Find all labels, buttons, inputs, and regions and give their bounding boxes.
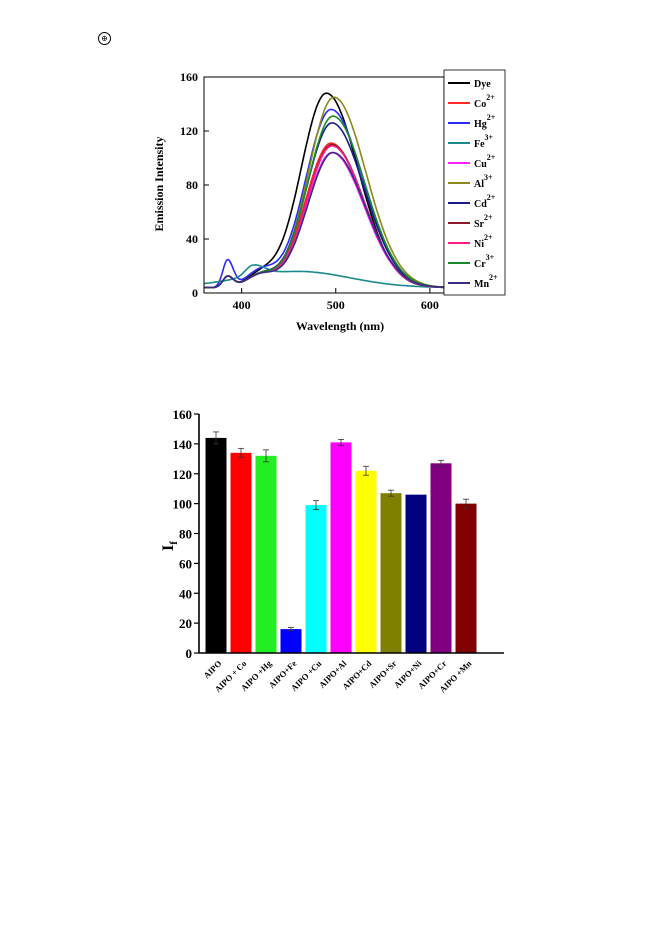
series-line-hg <box>204 108 444 289</box>
series-line-cr <box>204 115 444 289</box>
x-tick-label: 600 <box>421 298 439 312</box>
y-tick-label: 160 <box>180 70 198 84</box>
legend-label-dye: Dye <box>474 79 491 90</box>
series-line-ni <box>204 145 444 289</box>
bar <box>430 463 452 653</box>
bar <box>305 505 327 653</box>
y-tick-label: 160 <box>173 407 193 422</box>
plot-area <box>204 92 444 289</box>
y-axis-title: Emission Intensity <box>152 136 166 231</box>
bar <box>205 437 227 653</box>
x-tick-label: AIPO <box>201 658 223 680</box>
bar <box>330 442 352 653</box>
y-tick-label: 40 <box>186 232 198 246</box>
y-tick-label: 0 <box>186 646 193 661</box>
y-tick-label: 60 <box>179 556 192 571</box>
y-tick-label: 0 <box>192 286 198 300</box>
bar <box>380 493 402 653</box>
series-line-cu <box>204 151 444 289</box>
series-line-sr <box>204 143 444 289</box>
y-tick-label: 80 <box>179 527 192 542</box>
y-tick-label: 20 <box>179 616 192 631</box>
bar <box>405 494 427 653</box>
y-tick-label: 80 <box>186 178 198 192</box>
y-tick-label: 120 <box>180 124 198 138</box>
x-tick-label: 400 <box>233 298 251 312</box>
emission-spectrum-chart: 400 500 600 0 40 80 120 160 Wavelength (nm) Emi… <box>152 69 506 333</box>
series-line-fe <box>204 264 444 289</box>
legend: DyeCo2+Hg2+Fe3+Cu2+Al3+Cd2+Sr2+Ni2+Cr3+M… <box>443 69 506 296</box>
bars <box>205 431 477 653</box>
bar <box>280 629 302 653</box>
y-tick-label: 100 <box>173 497 193 512</box>
y-tick-label: 40 <box>179 586 192 601</box>
x-axis-title: Wavelength (nm) <box>296 319 384 333</box>
x-tick-label: 500 <box>327 298 345 312</box>
y-tick-label: 120 <box>173 467 193 482</box>
y-tick-label: 140 <box>173 437 193 452</box>
y-axis-title: If <box>160 541 180 551</box>
series-line-mn <box>204 151 444 289</box>
bar <box>255 455 277 653</box>
bar <box>230 452 252 653</box>
series-line-co <box>204 142 444 289</box>
circle-plus-icon: ⊕ <box>98 32 111 45</box>
bar <box>455 503 477 653</box>
series-line-dye <box>204 92 444 289</box>
bar <box>355 470 377 653</box>
